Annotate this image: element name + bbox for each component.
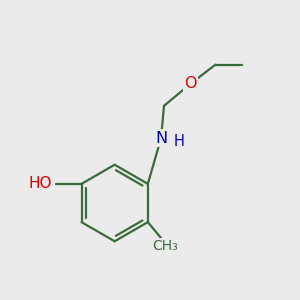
Text: N: N bbox=[155, 131, 167, 146]
Text: HO: HO bbox=[28, 176, 52, 191]
Text: O: O bbox=[184, 76, 197, 91]
Text: CH₃: CH₃ bbox=[153, 239, 178, 253]
Text: H: H bbox=[174, 134, 185, 149]
